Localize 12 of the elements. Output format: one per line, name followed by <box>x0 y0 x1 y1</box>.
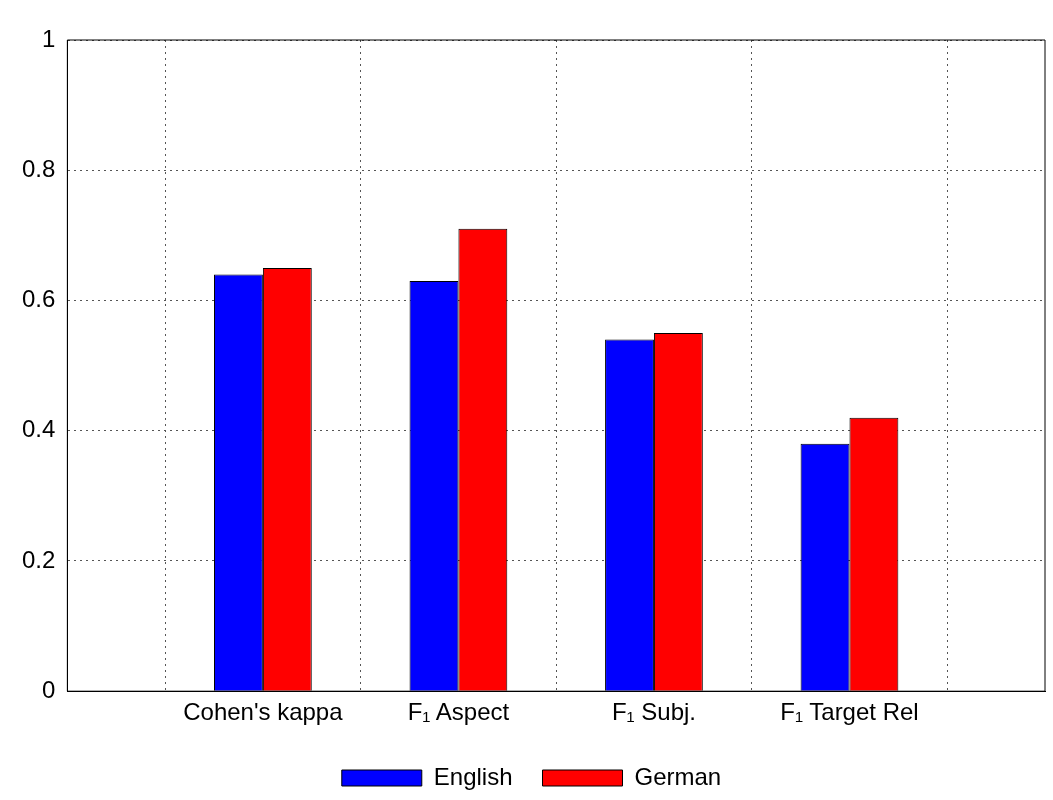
y-tick-label: 1 <box>42 24 56 52</box>
y-tick-label: 0 <box>42 675 56 703</box>
x-tick-label: Cohen's kappa <box>183 698 344 726</box>
y-tick-label: 0.6 <box>21 285 56 313</box>
x-tick-label: F₁ Aspect <box>407 698 510 726</box>
x-tick-label: F₁ Target Rel <box>780 698 919 726</box>
y-tick-label: 0.4 <box>21 415 56 443</box>
legend-label: English <box>433 762 513 790</box>
y-tick-label: 0.8 <box>21 154 56 182</box>
legend-label: German <box>634 762 722 790</box>
y-tick-label: 0.2 <box>21 545 56 573</box>
x-tick-label: F₁ Subj. <box>611 698 697 726</box>
